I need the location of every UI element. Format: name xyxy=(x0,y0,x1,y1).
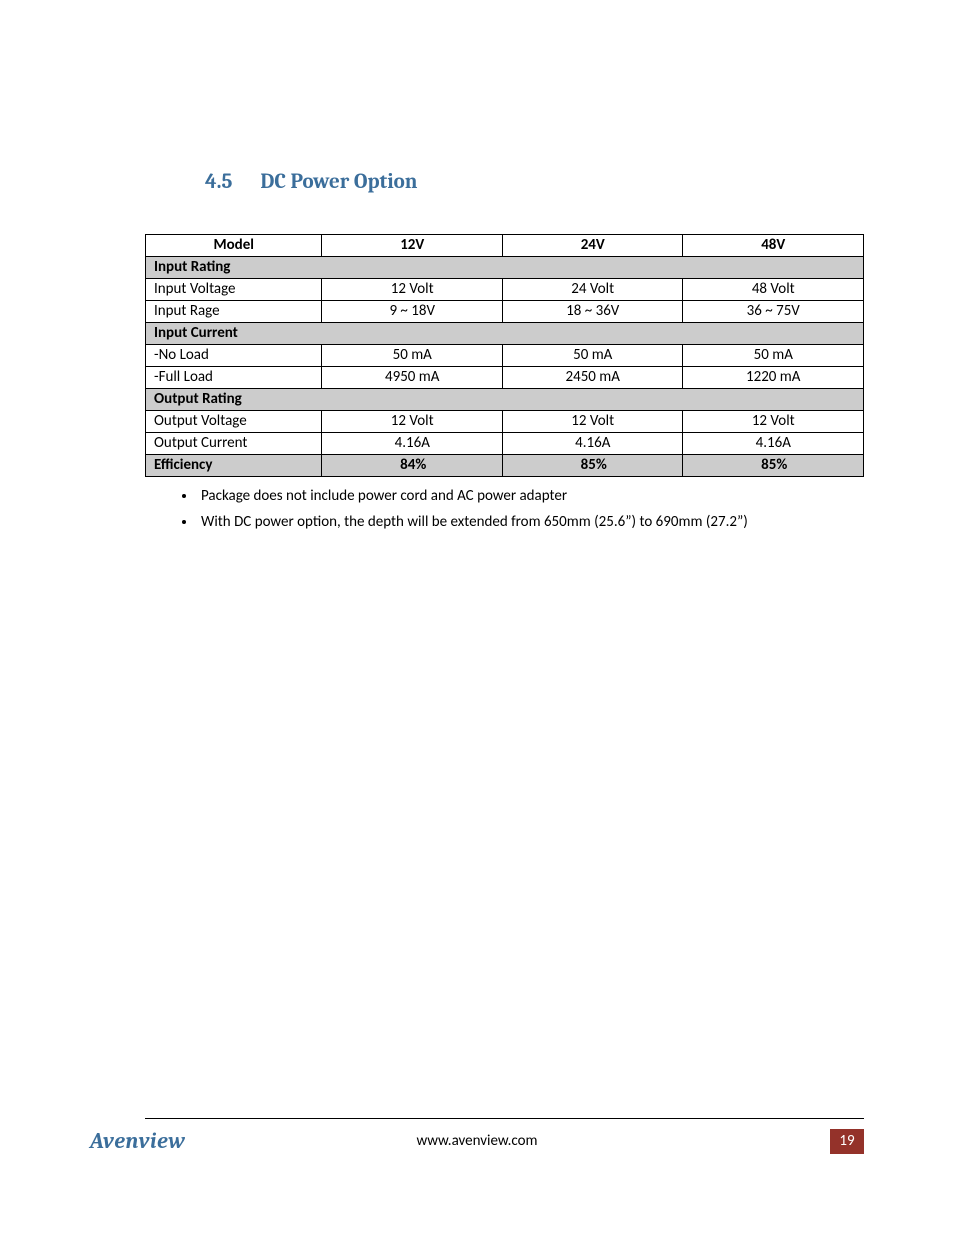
table-row: Input Voltage12 Volt24 Volt48 Volt xyxy=(146,279,864,301)
cell-v48: 48 Volt xyxy=(683,279,864,301)
cell-v12: 4950 mA xyxy=(322,367,503,389)
row-label: -Full Load xyxy=(146,367,322,389)
cell-v24: 85% xyxy=(502,455,683,477)
footer-url: www.avenview.com xyxy=(416,1132,537,1150)
table-row: Input Current xyxy=(146,323,864,345)
cell-v24: 2450 mA xyxy=(502,367,683,389)
row-label: Efficiency xyxy=(146,455,322,477)
table-row: -No Load50 mA50 mA50 mA xyxy=(146,345,864,367)
table-row: Output Current4.16A4.16A4.16A xyxy=(146,433,864,455)
notes-list: Package does not include power cord and … xyxy=(197,487,864,531)
section-label: Input Rating xyxy=(146,257,864,279)
cell-v48: 50 mA xyxy=(683,345,864,367)
table-body: Input RatingInput Voltage12 Volt24 Volt4… xyxy=(146,257,864,477)
cell-v48: 1220 mA xyxy=(683,367,864,389)
row-label: Output Current xyxy=(146,433,322,455)
cell-v24: 4.16A xyxy=(502,433,683,455)
table-row: Input Rating xyxy=(146,257,864,279)
cell-v24: 50 mA xyxy=(502,345,683,367)
cell-v24: 18 ~ 36V xyxy=(502,301,683,323)
cell-v48: 85% xyxy=(683,455,864,477)
section-label: Input Current xyxy=(146,323,864,345)
cell-v24: 12 Volt xyxy=(502,411,683,433)
section-label: Output Rating xyxy=(146,389,864,411)
table-row: Input Rage9 ~ 18V18 ~ 36V36 ~ 75V xyxy=(146,301,864,323)
row-label: Input Rage xyxy=(146,301,322,323)
row-label: Input Voltage xyxy=(146,279,322,301)
footer-divider xyxy=(145,1118,864,1119)
cell-v12: 50 mA xyxy=(322,345,503,367)
cell-v48: 12 Volt xyxy=(683,411,864,433)
table-row: -Full Load4950 mA2450 mA1220 mA xyxy=(146,367,864,389)
cell-v48: 36 ~ 75V xyxy=(683,301,864,323)
section-heading: 4.5 DC Power Option xyxy=(205,170,864,194)
col-12v: 12V xyxy=(322,235,503,257)
table-header-row: Model 12V 24V 48V xyxy=(146,235,864,257)
row-label: Output Voltage xyxy=(146,411,322,433)
row-label: -No Load xyxy=(146,345,322,367)
table-row: Efficiency84%85%85% xyxy=(146,455,864,477)
cell-v12: 84% xyxy=(322,455,503,477)
footer-logo: Avenview xyxy=(90,1128,185,1154)
cell-v24: 24 Volt xyxy=(502,279,683,301)
cell-v12: 12 Volt xyxy=(322,411,503,433)
section-title: DC Power Option xyxy=(260,170,417,194)
cell-v12: 12 Volt xyxy=(322,279,503,301)
footer-page-number: 19 xyxy=(830,1129,864,1154)
col-24v: 24V xyxy=(502,235,683,257)
section-number: 4.5 xyxy=(205,170,232,194)
table-row: Output Voltage12 Volt12 Volt12 Volt xyxy=(146,411,864,433)
col-48v: 48V xyxy=(683,235,864,257)
cell-v12: 9 ~ 18V xyxy=(322,301,503,323)
cell-v12: 4.16A xyxy=(322,433,503,455)
note-item: With DC power option, the depth will be … xyxy=(197,513,864,531)
page-footer: Avenview www.avenview.com 19 xyxy=(90,1118,864,1155)
col-model: Model xyxy=(146,235,322,257)
cell-v48: 4.16A xyxy=(683,433,864,455)
table-row: Output Rating xyxy=(146,389,864,411)
note-item: Package does not include power cord and … xyxy=(197,487,864,505)
spec-table: Model 12V 24V 48V Input RatingInput Volt… xyxy=(145,234,864,477)
